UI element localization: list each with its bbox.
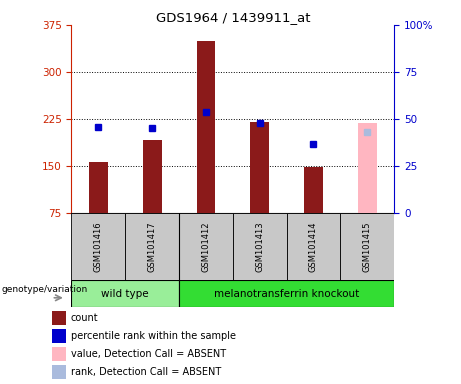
Bar (340, 213, 394, 280)
Bar (179, 213, 233, 280)
Bar (52, 364, 65, 379)
Text: GSM101412: GSM101412 (201, 222, 210, 272)
Text: GSM101415: GSM101415 (363, 222, 372, 272)
Bar (52, 347, 65, 361)
Text: GSM101417: GSM101417 (148, 222, 157, 272)
Bar (250, 122, 269, 213)
Bar (233, 213, 287, 280)
Text: wild type: wild type (101, 289, 149, 299)
Bar (71, 280, 179, 307)
Bar (125, 213, 179, 280)
Bar (287, 213, 340, 280)
Bar (358, 123, 377, 213)
Bar (89, 162, 108, 213)
Text: rank, Detection Call = ABSENT: rank, Detection Call = ABSENT (71, 367, 221, 377)
Bar (179, 280, 394, 307)
Text: melanotransferrin knockout: melanotransferrin knockout (214, 289, 359, 299)
Bar (52, 311, 65, 326)
Text: percentile rank within the sample: percentile rank within the sample (71, 331, 236, 341)
Bar (71, 213, 125, 280)
Text: GSM101416: GSM101416 (94, 222, 103, 272)
Bar (196, 41, 215, 213)
Text: count: count (71, 313, 99, 323)
Bar (52, 329, 65, 343)
Bar (304, 167, 323, 213)
Bar (143, 140, 161, 213)
Title: GDS1964 / 1439911_at: GDS1964 / 1439911_at (155, 11, 310, 24)
Text: genotype/variation: genotype/variation (1, 285, 88, 294)
Text: value, Detection Call = ABSENT: value, Detection Call = ABSENT (71, 349, 226, 359)
Text: GSM101414: GSM101414 (309, 222, 318, 272)
Text: GSM101413: GSM101413 (255, 222, 264, 272)
